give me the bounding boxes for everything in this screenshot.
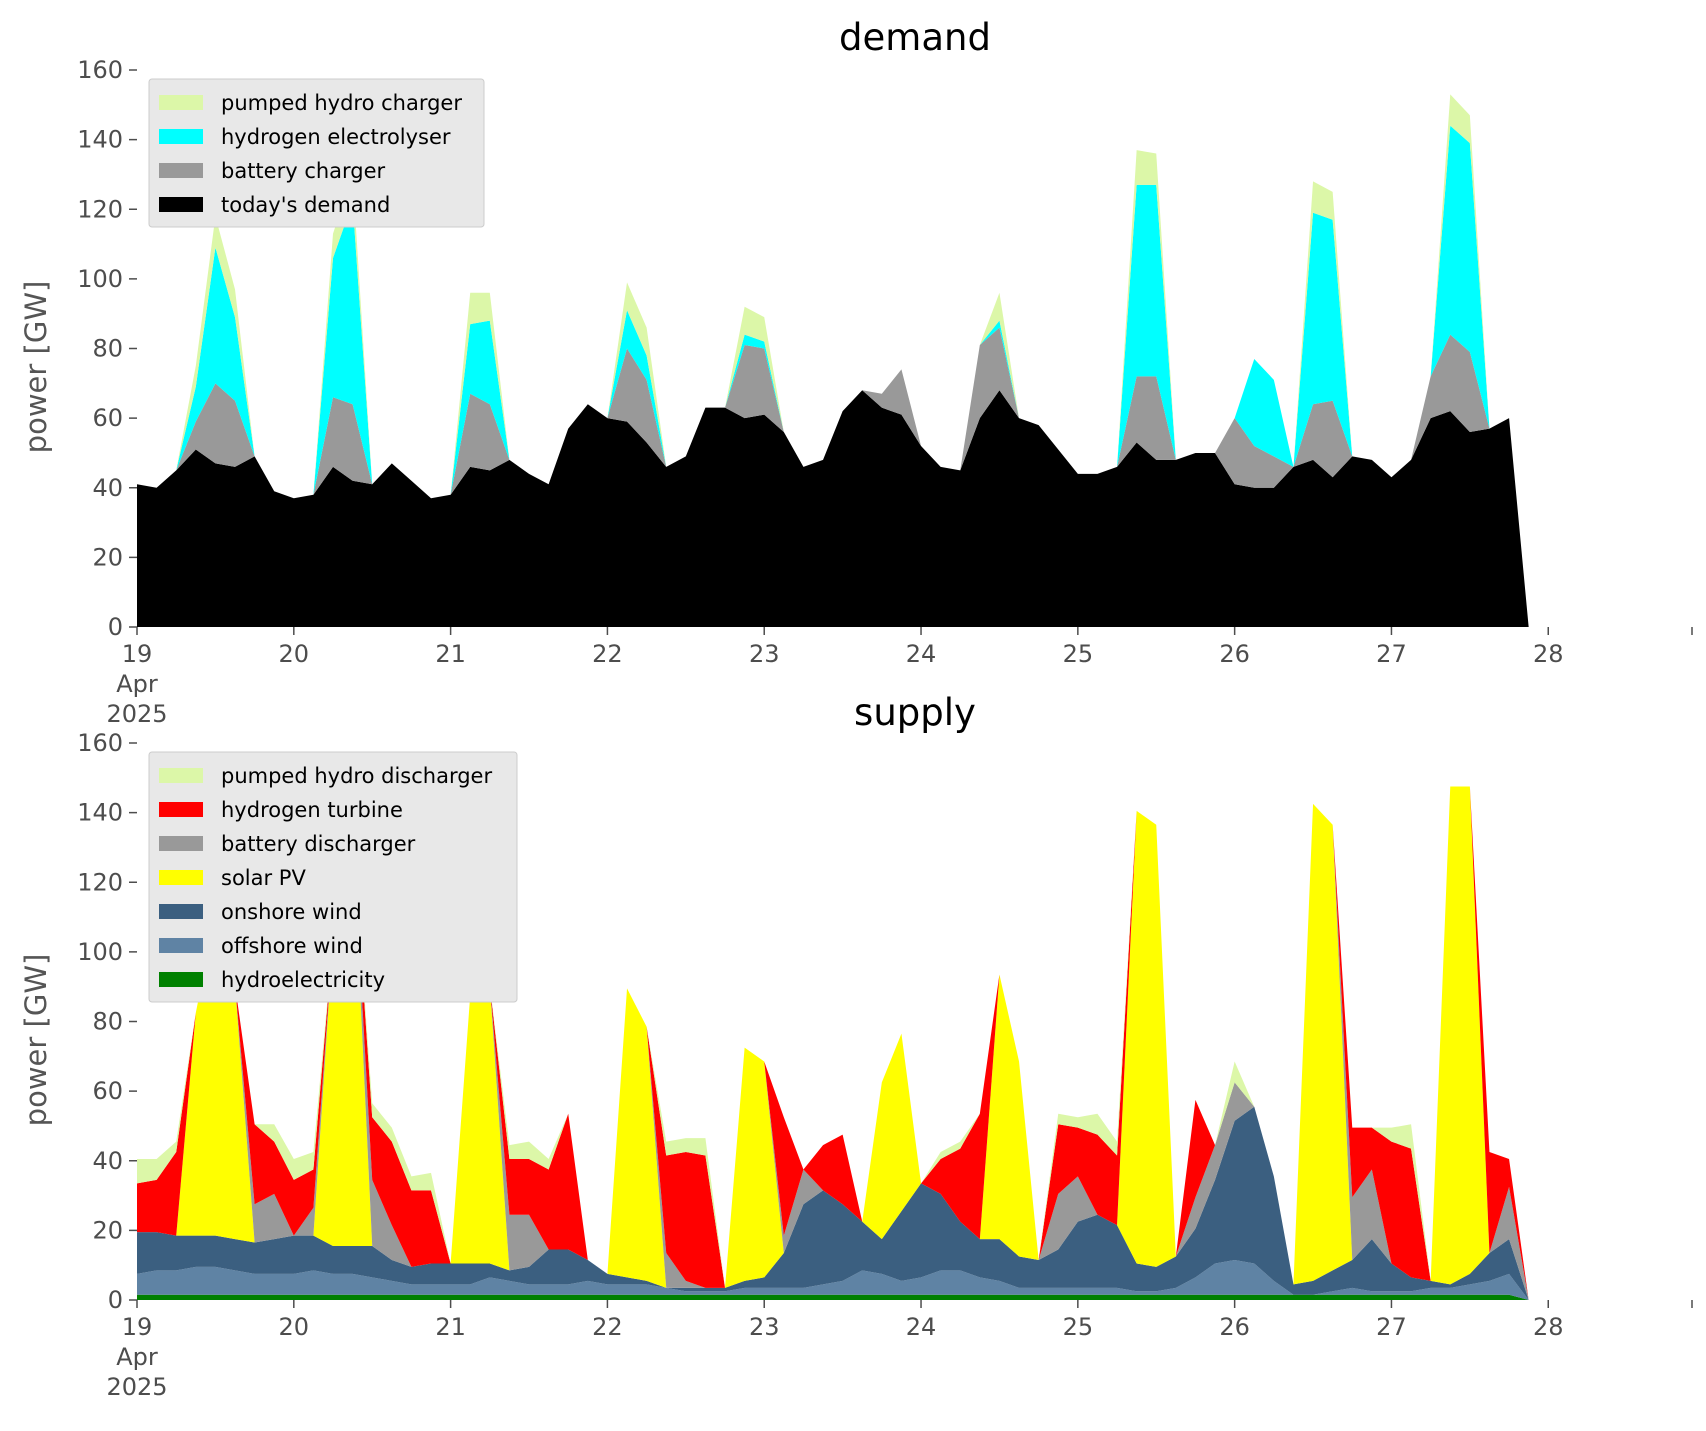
legend-swatch (159, 836, 203, 851)
legend-box (148, 751, 518, 1003)
x-tick-label: 23 (749, 1313, 780, 1341)
legend-swatch (159, 197, 203, 212)
x-tick-label: 24 (906, 1313, 937, 1341)
chart-title: supply (854, 691, 976, 734)
x-tick-label: 20 (279, 1313, 310, 1341)
series-area-onshore-wind (137, 1106, 1686, 1300)
legend-swatch (159, 870, 203, 885)
y-tick-label: 100 (77, 938, 123, 966)
series-area-today-s-demand (137, 390, 1686, 627)
legend-label: pumped hydro discharger (221, 764, 492, 788)
legend-label: battery discharger (221, 832, 416, 856)
y-tick-label: 160 (77, 729, 123, 757)
chart-title: demand (839, 16, 991, 59)
y-tick-label: 40 (92, 474, 123, 502)
x-tick-label: 23 (749, 640, 780, 668)
y-tick-label: 120 (77, 868, 123, 896)
x-tick-label: 27 (1376, 640, 1407, 668)
series-area-hydroelectricity (137, 1294, 1686, 1300)
x-tick-label: 28 (1533, 640, 1564, 668)
series-area-solar-pv (137, 786, 1686, 1300)
y-tick-label: 160 (77, 56, 123, 84)
series-area-hydrogen-turbine (137, 786, 1686, 1300)
demand-panel: demand power [GW] 020406080100120140160 … (19, 16, 1693, 728)
y-tick-label: 0 (108, 1286, 123, 1314)
x-tick-label: 25 (1063, 640, 1094, 668)
y-tick-label: 100 (77, 265, 123, 293)
x-tick-label: 24 (906, 640, 937, 668)
x-tick-label: 25 (1063, 1313, 1094, 1341)
legend-label: offshore wind (221, 934, 363, 958)
legend-label: today's demand (221, 193, 390, 217)
x-tick-label: 21 (435, 1313, 466, 1341)
y-axis-label: power [GW] (19, 281, 53, 454)
y-tick-label: 140 (77, 126, 123, 154)
y-tick-label: 80 (92, 1008, 123, 1036)
y-axis: 0 20 40 60 80 100 120 140 160 (77, 56, 137, 641)
y-tick-label: 140 (77, 799, 123, 827)
legend-swatch (159, 802, 203, 817)
y-tick-label: 40 (92, 1147, 123, 1175)
supply-panel: supply power [GW] 020406080100120140160 … (19, 691, 1693, 1401)
legend-label: solar PV (221, 866, 306, 890)
legend-label: pumped hydro charger (221, 91, 462, 115)
legend-swatch (159, 938, 203, 953)
x-tick-label: 19 Apr 2025 (106, 1313, 167, 1401)
x-tick-label: 22 (592, 640, 623, 668)
x-tick-label: 20 (279, 640, 310, 668)
legend-label: hydroelectricity (221, 968, 385, 992)
y-axis-label: power [GW] (19, 954, 53, 1127)
legend-swatch (159, 163, 203, 178)
legend-swatch (159, 95, 203, 110)
legend: pumped hydro discharger hydrogen turbine b… (148, 751, 518, 1003)
legend-label: hydrogen electrolyser (221, 125, 451, 149)
legend-swatch (159, 972, 203, 987)
series-area-offshore-wind (137, 1259, 1686, 1300)
y-tick-label: 20 (92, 1216, 123, 1244)
legend-label: battery charger (221, 159, 386, 183)
y-axis: 0 20 40 60 80 100 120 140 160 (77, 729, 137, 1314)
y-tick-label: 80 (92, 335, 123, 363)
plot-area (137, 786, 1686, 1300)
x-tick-label: 28 (1533, 1313, 1564, 1341)
x-tick-label: 19 Apr 2025 (106, 640, 167, 728)
y-tick-label: 60 (92, 1077, 123, 1105)
legend-box (148, 78, 485, 228)
legend-label: onshore wind (221, 900, 362, 924)
legend-swatch (159, 768, 203, 783)
x-axis: 19 Apr 2025 20 21 22 23 24 25 26 27 28 (106, 1300, 1693, 1401)
y-tick-label: 120 (77, 195, 123, 223)
legend-label: hydrogen turbine (221, 798, 403, 822)
y-tick-label: 20 (92, 543, 123, 571)
legend: pumped hydro charger hydrogen electrolyse… (148, 78, 485, 228)
legend-swatch (159, 129, 203, 144)
x-tick-label: 26 (1219, 640, 1250, 668)
x-tick-label: 27 (1376, 1313, 1407, 1341)
x-tick-label: 21 (435, 640, 466, 668)
y-tick-label: 0 (108, 613, 123, 641)
y-tick-label: 60 (92, 404, 123, 432)
plot-area (137, 94, 1686, 627)
legend-swatch (159, 904, 203, 919)
x-tick-label: 26 (1219, 1313, 1250, 1341)
x-tick-label: 22 (592, 1313, 623, 1341)
x-axis: 19 Apr 2025 20 21 22 23 24 25 26 27 28 (106, 627, 1693, 728)
